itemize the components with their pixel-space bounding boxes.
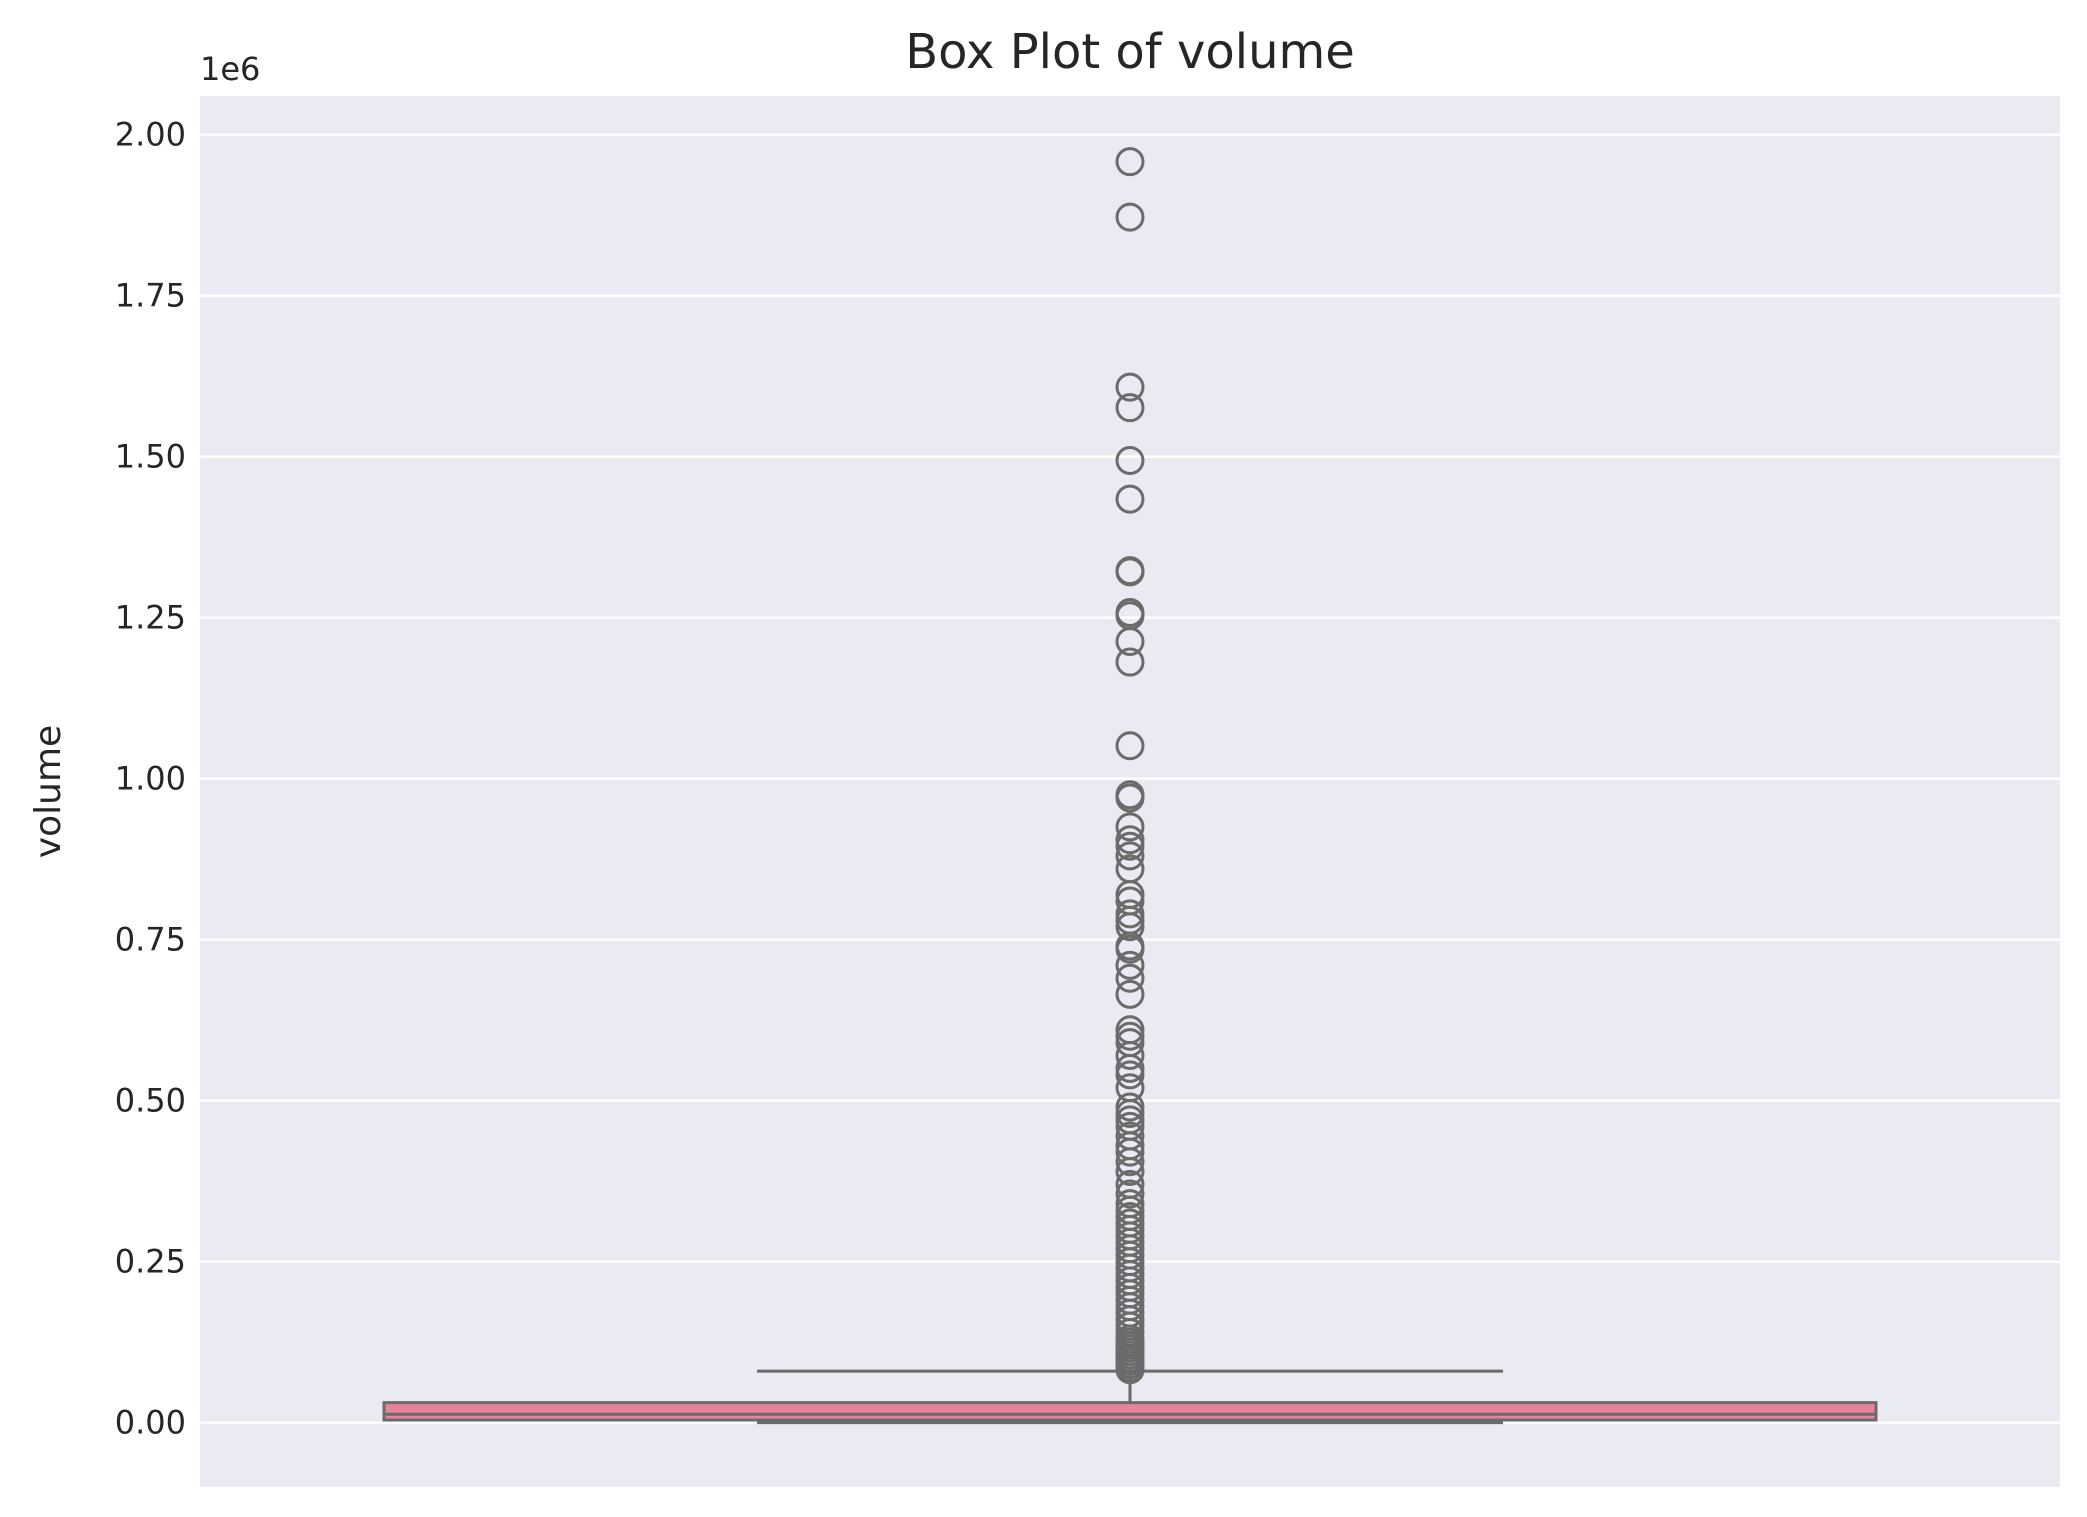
y-tick-label: 0.75 [115,921,186,959]
y-tick-label: 1.75 [115,277,186,315]
outlier-point [1115,1092,1145,1122]
y-tick-label: 0.50 [115,1082,186,1120]
outlier-point [1115,1179,1145,1209]
outlier-point [1115,445,1145,475]
outlier-point [1115,484,1145,514]
outlier-point [1115,841,1145,871]
y-axis-label: volume [28,725,69,858]
y-tick-label: 0.25 [115,1243,186,1281]
outlier-point [1115,912,1145,942]
outlier-point [1115,979,1145,1009]
outlier-point [1115,831,1145,861]
outlier-point [1115,812,1145,842]
outlier-point [1115,393,1145,423]
grid-lines [200,133,2060,1424]
chart-title: Box Plot of volume [905,24,1355,80]
outlier-point [1115,647,1145,677]
outlier-point [1115,934,1145,964]
interquartile-box [382,1401,1878,1422]
y-axis-offset-label: 1e6 [200,50,260,88]
outlier-point [1115,731,1145,761]
box-group [382,1369,1878,1425]
outlier-point [1115,372,1145,402]
outlier-point [1115,1098,1145,1128]
y-tick-label: 1.00 [115,760,186,798]
outlier-point [1115,1053,1145,1083]
outlier-point [1115,147,1145,177]
outlier-point [1115,899,1145,929]
y-tick-label: 1.50 [115,438,186,476]
y-tick-label: 1.25 [115,599,186,637]
outlier-point [1115,1147,1145,1177]
outlier-points [1115,147,1145,1385]
y-tick-label: 2.00 [115,116,186,154]
outlier-point [1115,1355,1145,1385]
outlier-point [1115,1021,1145,1051]
outlier-point [1115,1156,1145,1186]
outlier-point [1115,825,1145,855]
y-tick-label: 0.00 [115,1404,186,1442]
outlier-point [1115,963,1145,993]
outlier-point [1115,1137,1145,1167]
outlier-point [1115,1060,1145,1090]
outlier-point [1115,202,1145,232]
outlier-point [1115,557,1145,587]
outlier-point [1115,950,1145,980]
outlier-point [1115,783,1145,813]
outlier-point [1115,1041,1145,1071]
outlier-point [1115,626,1145,656]
plot-background [200,96,2060,1487]
y-tick-labels: 0.00 0.25 0.50 0.75 1.00 1.25 1.50 1.75 2.00 [115,116,186,1442]
